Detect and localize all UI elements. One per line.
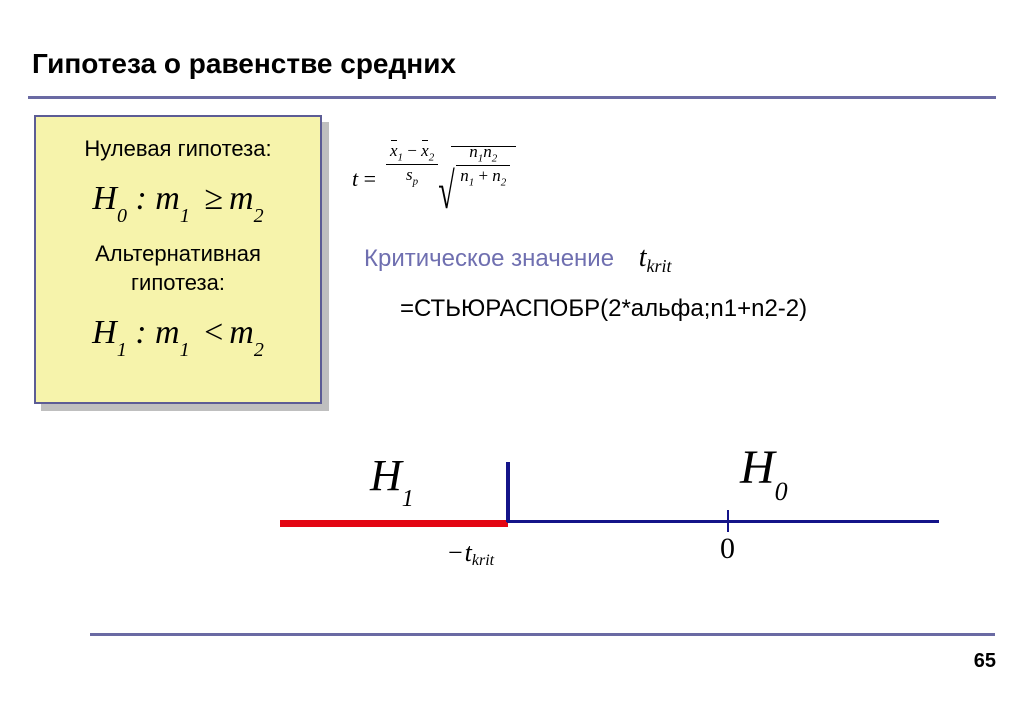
footer-rule xyxy=(90,633,995,636)
sp-p: p xyxy=(413,175,419,187)
x1: x xyxy=(390,141,398,160)
page-number: 65 xyxy=(974,650,996,673)
surd-symbol: √ xyxy=(438,164,454,222)
eq-sign: = xyxy=(358,166,376,191)
frac-num: x1 − x2 xyxy=(386,141,438,164)
x2-sub: 2 xyxy=(429,151,435,163)
xbar2: x2 xyxy=(421,141,434,164)
m1b-sub: 1 xyxy=(180,339,190,361)
rejection-region-line xyxy=(280,520,508,527)
n1n: n xyxy=(469,142,478,161)
n2-sub: 2 xyxy=(492,152,498,164)
sqrt: √ n1n2 n1 + n2 xyxy=(446,140,516,189)
null-hypothesis-formula: H0 : m1 ≥m2 xyxy=(48,180,308,223)
m2b-m: m xyxy=(229,314,254,351)
n-frac-den: n1 + n2 xyxy=(456,165,510,189)
alt-hypothesis-label: Альтернативная гипотеза: xyxy=(48,240,308,297)
alt-label-line1: Альтернативная xyxy=(95,241,261,266)
t-krit-symbol: tkrit xyxy=(639,242,672,273)
critical-tick xyxy=(506,462,510,522)
radicand: n1n2 n1 + n2 xyxy=(446,150,516,177)
critical-value-line: Критическое значение tkrit xyxy=(364,242,672,274)
colon-1: : xyxy=(127,180,155,217)
diagram-zero-label: 0 xyxy=(720,532,735,566)
frac-den: sp xyxy=(386,164,438,188)
diagram-h0-label: H0 xyxy=(740,440,788,501)
vinculum xyxy=(451,146,516,147)
n2n: n xyxy=(483,142,492,161)
diagram-neg-tkrit-label: −tkrit xyxy=(448,538,494,568)
h0-sub: 0 xyxy=(117,205,127,227)
slide: Гипотеза о равенстве средних Нулевая гип… xyxy=(0,0,1024,709)
h1-sub: 1 xyxy=(117,339,127,361)
null-hypothesis-label: Нулевая гипотеза: xyxy=(48,135,308,164)
d-h0: H xyxy=(740,441,775,494)
d-h0-sub: 0 xyxy=(775,477,788,506)
axis-line xyxy=(507,520,939,523)
d-h1-sub: 1 xyxy=(402,486,414,512)
x2: x xyxy=(421,141,429,160)
mean-diff-fraction: x1 − x2 sp xyxy=(386,141,438,188)
d-t-sub: krit xyxy=(472,552,494,569)
n-fraction: n1n2 n1 + n2 xyxy=(456,142,510,189)
lt-symbol: < xyxy=(198,314,229,351)
alt-hypothesis-formula: H1 : m1 <m2 xyxy=(48,314,308,357)
h1-h: H xyxy=(92,314,117,351)
diagram-h1-label: H1 xyxy=(370,450,414,507)
h0-h: H xyxy=(92,180,117,217)
critical-region-diagram: H1 H0 0 −tkrit xyxy=(260,440,940,610)
zero-tick xyxy=(727,510,729,532)
d-t: t xyxy=(465,538,472,567)
n2d-sub: 2 xyxy=(501,176,507,188)
t-statistic-formula: t = x1 − x2 sp √ n1n2 n1 + n2 xyxy=(386,140,516,189)
n1dn: n xyxy=(460,166,469,185)
tkrit-sub: krit xyxy=(647,256,672,276)
sp-s: s xyxy=(406,165,413,184)
x1-sub: 1 xyxy=(398,151,404,163)
tkrit-t: t xyxy=(639,242,647,273)
ge-symbol: ≥ xyxy=(198,180,229,217)
hypothesis-box: Нулевая гипотеза: H0 : m1 ≥m2 Альтернати… xyxy=(34,115,322,404)
excel-function-line: =СТЬЮРАСПОБР(2*альфа;n1+n2-2) xyxy=(400,295,807,323)
xbar1: x1 xyxy=(390,141,403,164)
num-minus: − xyxy=(403,141,421,160)
alt-label-line2: гипотеза: xyxy=(131,270,225,295)
slide-title: Гипотеза о равенстве средних xyxy=(32,48,456,80)
n2dn: n xyxy=(492,166,501,185)
m1-m: m xyxy=(155,180,180,217)
critical-value-label: Критическое значение xyxy=(364,245,614,272)
m2-m: m xyxy=(229,180,254,217)
m1b-m: m xyxy=(155,314,180,351)
m2-sub: 2 xyxy=(254,205,264,227)
d-h1: H xyxy=(370,451,402,500)
colon-2: : xyxy=(127,314,155,351)
t-eq: t = xyxy=(352,166,376,192)
m2b-sub: 2 xyxy=(254,339,264,361)
d-minus: − xyxy=(448,538,463,567)
m1-sub: 1 xyxy=(180,205,190,227)
den-plus: + xyxy=(474,166,492,185)
title-rule xyxy=(28,96,996,99)
